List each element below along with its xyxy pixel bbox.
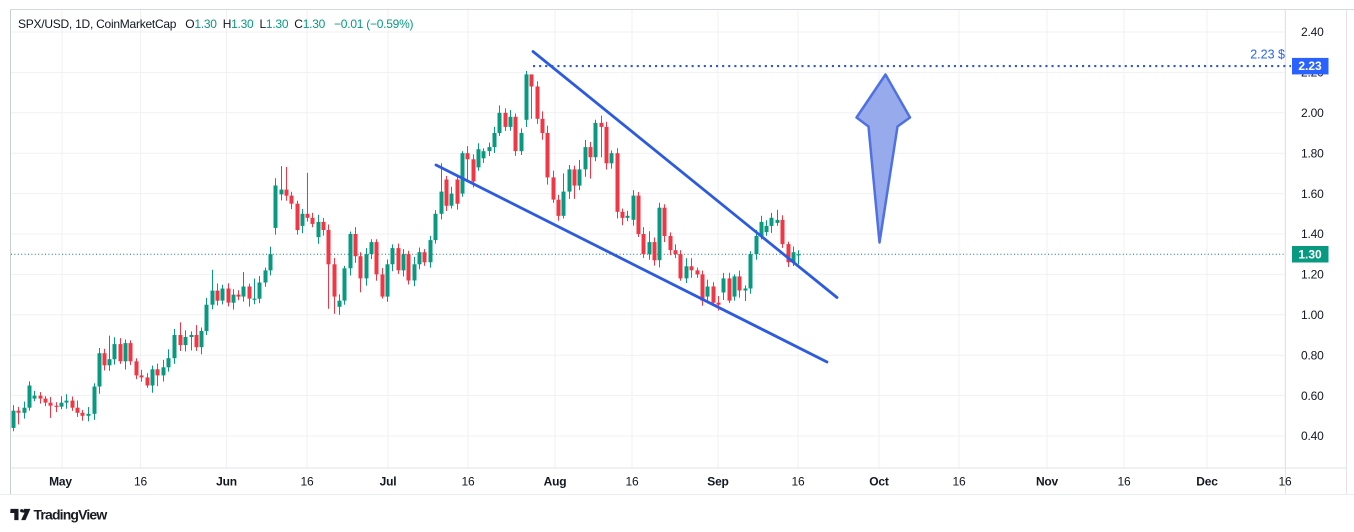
svg-text:Dec: Dec <box>1196 475 1218 489</box>
svg-text:2.23: 2.23 <box>1298 59 1322 73</box>
svg-text:1.30: 1.30 <box>1298 247 1322 261</box>
svg-text:Nov: Nov <box>1036 475 1059 489</box>
svg-text:16: 16 <box>462 475 475 489</box>
svg-text:16: 16 <box>1118 475 1131 489</box>
svg-text:2.00: 2.00 <box>1301 106 1324 120</box>
svg-text:May: May <box>49 475 72 489</box>
svg-text:1.80: 1.80 <box>1301 146 1324 160</box>
svg-text:TradingView: TradingView <box>34 507 108 523</box>
svg-text:0.80: 0.80 <box>1301 348 1324 362</box>
svg-text:2.23 $: 2.23 $ <box>1250 48 1285 62</box>
svg-text:1.40: 1.40 <box>1301 227 1324 241</box>
svg-text:1.60: 1.60 <box>1301 187 1324 201</box>
svg-text:0.40: 0.40 <box>1301 429 1324 443</box>
svg-text:16: 16 <box>1279 475 1292 489</box>
svg-text:16: 16 <box>626 475 639 489</box>
svg-text:1.20: 1.20 <box>1301 268 1324 282</box>
svg-text:Oct: Oct <box>869 475 889 489</box>
svg-text:16: 16 <box>792 475 805 489</box>
svg-text:16: 16 <box>301 475 314 489</box>
svg-text:Jul: Jul <box>380 475 397 489</box>
svg-text:1.00: 1.00 <box>1301 308 1324 322</box>
svg-text:2.40: 2.40 <box>1301 25 1324 39</box>
svg-text:16: 16 <box>953 475 966 489</box>
svg-text:Aug: Aug <box>544 475 567 489</box>
svg-text:16: 16 <box>134 475 147 489</box>
svg-text:0.60: 0.60 <box>1301 389 1324 403</box>
svg-text:Sep: Sep <box>707 475 728 489</box>
svg-text:Jun: Jun <box>216 475 237 489</box>
